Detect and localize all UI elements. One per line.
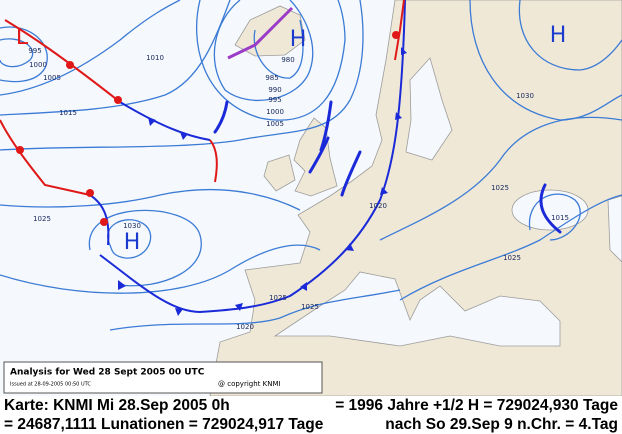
isobar-label: 1020 bbox=[236, 323, 254, 331]
low-label: L bbox=[16, 25, 29, 50]
front-symbol bbox=[16, 146, 24, 154]
caption-copyright: @ copyright KNMI bbox=[218, 380, 281, 388]
isobar-label: 1000 bbox=[29, 61, 47, 69]
warm-front bbox=[394, 0, 405, 61]
isobar bbox=[107, 219, 152, 259]
isobar-labels: 995 1000 1005 1010 1015 1025 1030 980 98… bbox=[28, 47, 569, 331]
isobar bbox=[399, 194, 622, 301]
isobar-label: 1025 bbox=[301, 303, 319, 311]
isobar bbox=[0, 0, 181, 96]
isobar-label: 1025 bbox=[503, 254, 521, 262]
front-symbol bbox=[118, 280, 126, 290]
ireland bbox=[263, 154, 296, 192]
isobar bbox=[0, 38, 34, 68]
occluded-front bbox=[227, 6, 294, 60]
fronts bbox=[0, 0, 562, 316]
isobar-label: 1025 bbox=[269, 294, 287, 302]
cold-front bbox=[99, 0, 406, 314]
front-symbol bbox=[100, 218, 108, 226]
front-symbol bbox=[86, 189, 94, 197]
front-symbol bbox=[300, 282, 307, 291]
isobar-label: 1030 bbox=[123, 222, 141, 230]
isobar-label: 1020 bbox=[369, 202, 387, 210]
footer-text: nach So 29.Sep 9 n.Chr. = 4.Tag bbox=[385, 416, 618, 433]
isobar bbox=[0, 189, 301, 211]
isobar bbox=[469, 0, 622, 121]
isobar bbox=[528, 193, 581, 241]
isobar bbox=[0, 0, 364, 151]
front-symbol bbox=[148, 117, 156, 126]
isobar-label: 1025 bbox=[33, 215, 51, 223]
front-symbol bbox=[175, 308, 183, 316]
front-symbol bbox=[180, 132, 188, 140]
isobar bbox=[0, 26, 48, 83]
trough bbox=[308, 136, 330, 174]
isobar-label: 1000 bbox=[266, 108, 284, 116]
front-symbol bbox=[345, 243, 354, 251]
isobar-label: 1005 bbox=[266, 120, 284, 128]
isobar bbox=[0, 244, 321, 294]
front-symbol bbox=[392, 31, 400, 39]
cold-front-symbols bbox=[118, 47, 407, 316]
mediterranean bbox=[273, 271, 561, 347]
isobar bbox=[253, 19, 304, 79]
warm-front bbox=[0, 119, 91, 196]
baltic bbox=[405, 57, 453, 161]
warm-front bbox=[209, 139, 218, 183]
isobar-label: 1015 bbox=[59, 109, 77, 117]
trough bbox=[539, 183, 562, 234]
warm-front-symbols bbox=[16, 31, 400, 226]
front-symbol bbox=[401, 47, 407, 55]
footer-text: = 1996 Jahre +1/2 H = 729024,930 Tage bbox=[335, 397, 618, 414]
front-symbol bbox=[395, 112, 402, 120]
isobar bbox=[518, 0, 622, 71]
isobar-label: 990 bbox=[268, 86, 281, 94]
front-symbol bbox=[380, 187, 388, 195]
footer-text: = 24687,1111 Lunationen = 729024,917 Tag… bbox=[4, 416, 324, 433]
isobar-label: 980 bbox=[281, 56, 294, 64]
cold-front bbox=[89, 194, 110, 246]
isobar-label: 995 bbox=[268, 96, 281, 104]
cold-front bbox=[119, 101, 211, 141]
isobar bbox=[195, 0, 346, 121]
isobar-label: 995 bbox=[28, 47, 41, 55]
britain bbox=[293, 117, 338, 197]
caspian bbox=[607, 195, 622, 263]
caption-issued: Issued at 28-09-2005 00:50 UTC bbox=[10, 382, 91, 388]
isobar bbox=[213, 0, 314, 102]
land bbox=[209, 0, 622, 397]
isobar-label: 985 bbox=[265, 74, 278, 82]
caption-box bbox=[3, 361, 323, 394]
inland-seas bbox=[273, 57, 622, 347]
front-symbol bbox=[114, 96, 122, 104]
warm-front bbox=[4, 19, 121, 103]
footer-text: Karte: KNMI Mi 28.Sep 2005 0h bbox=[4, 397, 230, 414]
high-label: H bbox=[290, 27, 307, 52]
isobar bbox=[0, 0, 231, 116]
isobar-label: 1015 bbox=[551, 214, 569, 222]
isobar bbox=[109, 289, 401, 331]
front-symbol bbox=[235, 303, 243, 311]
isobar-label: 1005 bbox=[43, 74, 61, 82]
high-label: H bbox=[124, 230, 141, 255]
isobar-label: 1030 bbox=[516, 92, 534, 100]
front-symbol bbox=[66, 61, 74, 69]
trough bbox=[213, 100, 229, 134]
footer-background bbox=[0, 396, 622, 434]
isobars bbox=[0, 0, 622, 331]
isobar-label: 1010 bbox=[146, 54, 164, 62]
caption-title: Analysis for Wed 28 Sept 2005 00 UTC bbox=[10, 368, 205, 378]
high-label: H bbox=[550, 23, 567, 48]
isobar-label: 1025 bbox=[491, 184, 509, 192]
trough bbox=[340, 150, 362, 197]
trough bbox=[319, 100, 333, 152]
